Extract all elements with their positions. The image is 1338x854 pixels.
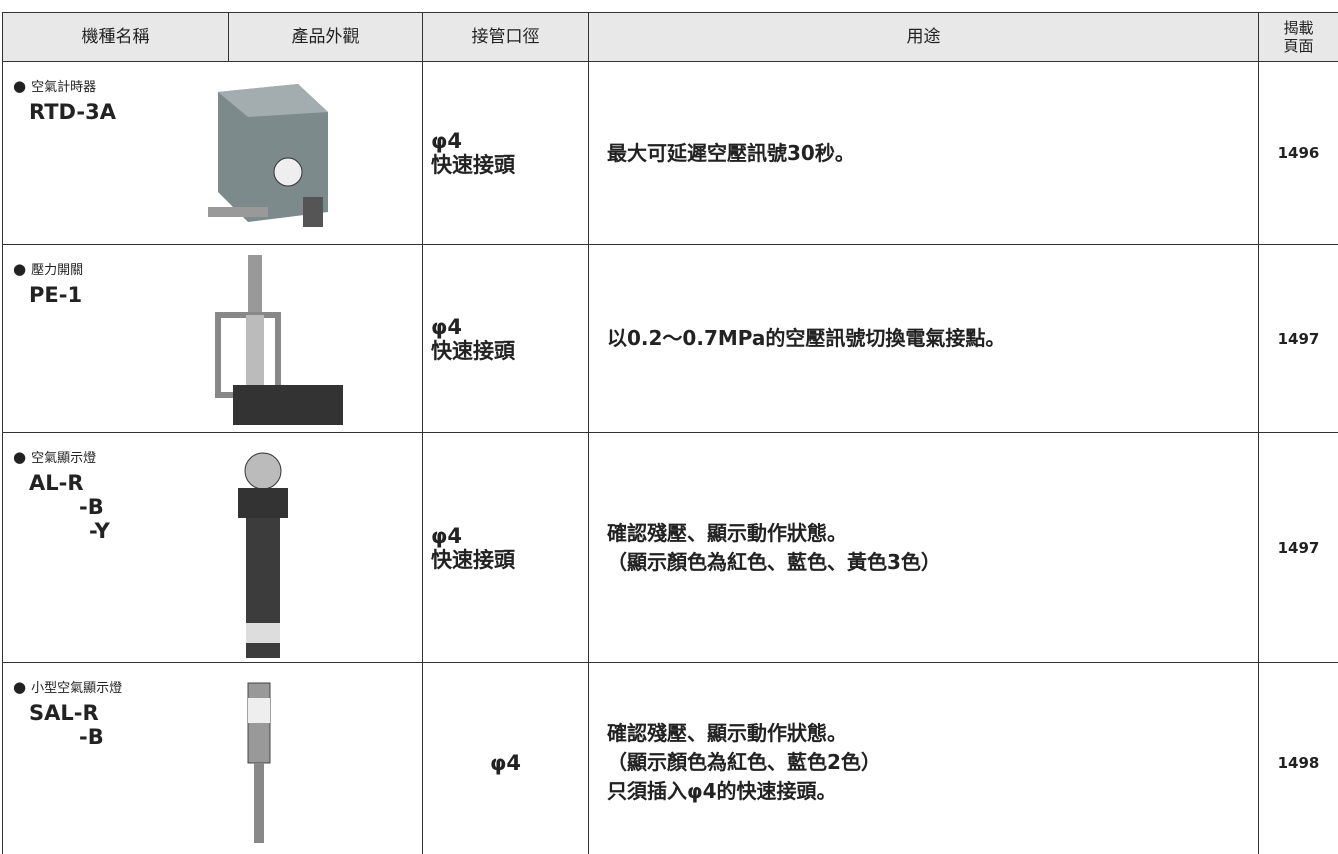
category: 小型空氣顯示燈 bbox=[13, 677, 122, 696]
usage-line: 確認殘壓、顯示動作狀態。 bbox=[607, 721, 847, 745]
table-row: 小型空氣顯示燈 SAL-R-B φ4 確認殘壓、顯示動作狀態。 （顯示顏色為紅色、藍色2… bbox=[2, 662, 1338, 854]
product-image bbox=[208, 84, 328, 227]
product-image bbox=[238, 452, 288, 658]
usage-cell: 確認殘壓、顯示動作狀態。 （顯示顏色為紅色、藍色、黃色3色） bbox=[588, 432, 1259, 663]
name-cell: 小型空氣顯示燈 SAL-R-B bbox=[2, 662, 423, 854]
model: -B bbox=[79, 495, 104, 519]
model: -B bbox=[79, 725, 104, 749]
name-cell: 壓力開關 PE-1 bbox=[2, 244, 423, 433]
name-cell: 空氣計時器 RTD-3A bbox=[2, 61, 423, 245]
model-list: RTD-3A bbox=[29, 100, 116, 124]
usage-cell: 以0.2～0.7MPa的空壓訊號切換電氣接點。 bbox=[588, 244, 1259, 433]
header-row: 機種名稱 產品外觀 接管口徑 用途 揭載 頁面 bbox=[2, 12, 1338, 62]
port-cell: φ4 快速接頭 bbox=[422, 244, 589, 433]
category: 空氣顯示燈 bbox=[13, 447, 96, 466]
usage-cell: 確認殘壓、顯示動作狀態。 （顯示顏色為紅色、藍色2色） 只須插入φ4的快速接頭。 bbox=[588, 662, 1259, 854]
model: SAL-R bbox=[29, 701, 99, 725]
port-cell: φ4 快速接頭 bbox=[422, 61, 589, 245]
product-image bbox=[215, 255, 343, 425]
usage-line: 最大可延遲空壓訊號30秒。 bbox=[607, 140, 855, 165]
product-table: 機種名稱 產品外觀 接管口徑 用途 揭載 頁面 空氣計時器RTD-3Aφ4快速接… bbox=[2, 12, 1338, 854]
name-cell: 空氣顯示燈 AL-R-B-Y bbox=[2, 432, 423, 663]
page: 機種名稱 產品外觀 接管口徑 用途 揭載 頁面 空氣計時器RTD-3Aφ4快速接… bbox=[2, 12, 1338, 854]
header-cell: 接管口徑 bbox=[422, 12, 589, 62]
model: PE-1 bbox=[29, 283, 83, 307]
header-cell: 揭載 頁面 bbox=[1258, 12, 1338, 62]
port-cell: φ4 快速接頭 bbox=[422, 432, 589, 663]
model-list: PE-1 bbox=[29, 283, 82, 307]
port-text: 快速接頭 bbox=[431, 547, 515, 572]
port-text: φ4 bbox=[431, 314, 463, 339]
product-image bbox=[247, 682, 271, 843]
usage-cell: 最大可延遲空壓訊號30秒。 bbox=[588, 61, 1259, 245]
model: AL-R bbox=[29, 471, 84, 495]
header-cell: 機種名稱 bbox=[2, 12, 229, 62]
usage-line: （顯示顏色為紅色、藍色、黃色3色） bbox=[607, 549, 941, 574]
page-number: 1498 bbox=[1258, 662, 1338, 854]
category: 壓力開關 bbox=[13, 259, 83, 278]
port-text: 快速接頭 bbox=[431, 153, 515, 177]
model: RTD-3A bbox=[29, 100, 116, 124]
table-row: 空氣顯示燈AL-R-B-Yφ4快速接頭確認殘壓、顯示動作狀態。（顯示顏色為紅色、… bbox=[2, 432, 1338, 663]
model-list: SAL-R -B bbox=[29, 701, 104, 749]
model: -Y bbox=[89, 519, 110, 543]
port-text: φ4 bbox=[431, 523, 463, 548]
page-number: 1496 bbox=[1258, 61, 1338, 245]
model-list: AL-R -B -Y bbox=[29, 471, 110, 543]
usage-line: （顯示顏色為紅色、藍色2色） bbox=[607, 750, 881, 774]
port-text: φ4 bbox=[431, 129, 463, 153]
header-cell: 用途 bbox=[588, 12, 1259, 62]
page-number: 1497 bbox=[1258, 432, 1338, 663]
category: 空氣計時器 bbox=[13, 76, 96, 95]
header-cell: 產品外觀 bbox=[228, 12, 423, 62]
page-number: 1497 bbox=[1258, 244, 1338, 433]
port-text: φ4 bbox=[489, 750, 522, 775]
table-body: 空氣計時器RTD-3Aφ4快速接頭最大可延遲空壓訊號30秒。1496壓力開關PE… bbox=[2, 61, 1338, 854]
table-row: 壓力開關PE-1φ4快速接頭以0.2～0.7MPa的空壓訊號切換電氣接點。149… bbox=[2, 244, 1338, 433]
port-cell: φ4 bbox=[422, 662, 589, 854]
usage-line: 以0.2～0.7MPa的空壓訊號切換電氣接點。 bbox=[607, 326, 1006, 350]
port-text: 快速接頭 bbox=[431, 338, 515, 363]
usage-line: 確認殘壓、顯示動作狀態。 bbox=[607, 520, 847, 545]
usage-line: 只須插入φ4的快速接頭。 bbox=[607, 779, 837, 803]
